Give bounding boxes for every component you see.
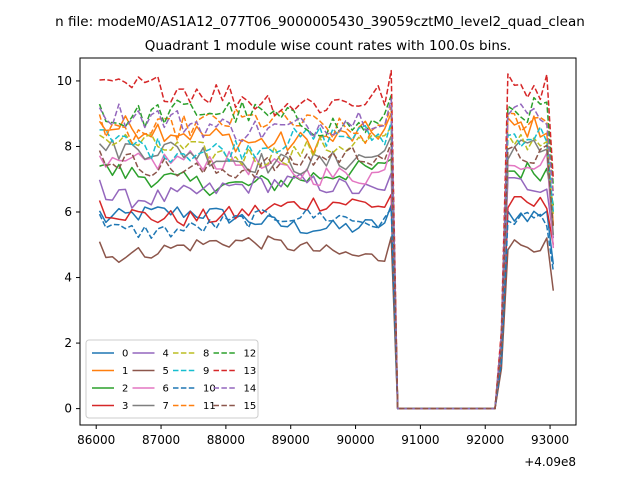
- legend-label-6: 6: [163, 384, 169, 395]
- y-tick-label: 8: [64, 139, 72, 153]
- x-tick-label: 90000: [336, 433, 374, 447]
- legend-label-11: 11: [203, 401, 216, 412]
- legend-label-2: 2: [122, 384, 128, 395]
- series-line-14: [98, 98, 555, 410]
- chart-suptitle: n file: modeM0/AS1A12_077T06_9000005430_…: [55, 14, 585, 30]
- y-tick-label: 4: [64, 271, 72, 285]
- x-tick-label: 93000: [531, 433, 569, 447]
- x-tick-label: 92000: [466, 433, 504, 447]
- x-tick-label: 91000: [401, 433, 439, 447]
- chart-title: Quadrant 1 module wise count rates with …: [145, 38, 511, 54]
- x-tick-label: 88000: [207, 433, 245, 447]
- legend-label-5: 5: [163, 366, 169, 377]
- series-line-11: [98, 105, 555, 410]
- y-tick-label: 0: [64, 402, 72, 416]
- legend-box: [85, 339, 259, 419]
- legend-label-1: 1: [122, 366, 128, 377]
- legend-label-0: 0: [122, 349, 128, 360]
- x-offset-label: +4.09e8: [524, 455, 576, 469]
- x-axis: 86000 87000 88000 89000 90000 91000 92000 93000: [77, 425, 569, 447]
- x-tick-label: 89000: [272, 433, 310, 447]
- legend-label-13: 13: [244, 366, 257, 377]
- y-tick-label: 6: [64, 205, 72, 219]
- x-tick-label: 86000: [77, 433, 115, 447]
- legend-label-14: 14: [244, 384, 257, 395]
- series-layer: [98, 69, 555, 410]
- legend-label-10: 10: [203, 384, 216, 395]
- legend-label-8: 8: [203, 349, 209, 360]
- y-tick-label: 10: [57, 74, 72, 88]
- legend-label-3: 3: [122, 401, 128, 412]
- y-tick-label: 2: [64, 336, 72, 350]
- legend-label-4: 4: [163, 349, 169, 360]
- series-line-15: [98, 142, 555, 410]
- legend-label-15: 15: [244, 401, 257, 412]
- axes-frame: [79, 57, 577, 426]
- legend-label-9: 9: [203, 366, 209, 377]
- legend-label-12: 12: [244, 349, 257, 360]
- x-tick-label: 87000: [142, 433, 180, 447]
- legend-label-7: 7: [163, 401, 169, 412]
- series-line-13: [99, 69, 555, 410]
- y-axis: 0 2 4 6 8 10: [57, 74, 80, 416]
